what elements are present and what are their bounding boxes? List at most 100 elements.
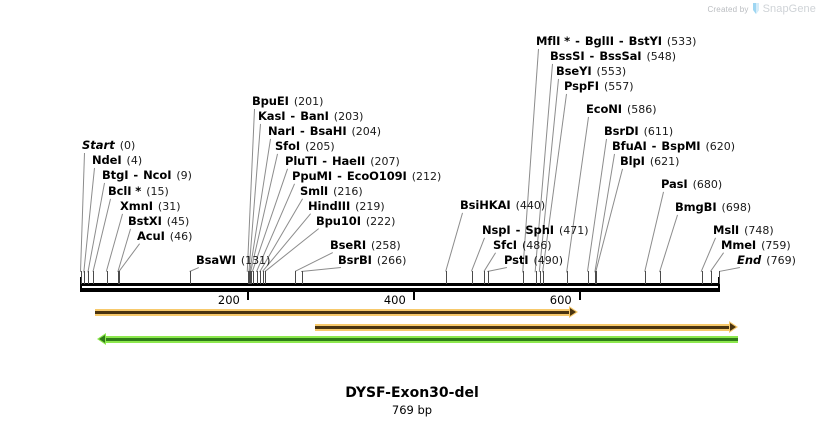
enzyme-label-kasi[interactable]: KasI - BanI (203) [258,109,363,123]
feature-arrow-feature-2[interactable] [315,321,738,333]
enzyme-name-separator: - [318,154,331,168]
enzyme-label-pspfi[interactable]: PspFI (557) [564,79,634,93]
enzyme-position: (548) [646,50,677,63]
enzyme-name: BsrDI [604,124,639,138]
ruler-bar-top [80,283,720,286]
enzyme-label-start[interactable]: Start (0) [82,139,135,152]
enzyme-label-nspi[interactable]: NspI - SphI (471) [482,224,589,237]
enzyme-label-btgi[interactable]: BtgI - NcoI (9) [102,168,192,182]
enzyme-position: (216) [333,185,363,198]
feature-arrow-head [569,306,578,318]
enzyme-label-bpuei[interactable]: BpuEI (201) [252,94,323,108]
enzyme-name: SmlI [300,184,329,198]
enzyme-label-bmgbi[interactable]: BmgBI (698) [675,200,752,214]
enzyme-label-bpu10i[interactable]: Bpu10I (222) [316,215,396,228]
enzyme-name-separator: - [614,34,628,48]
site-tick-bmgbi [660,271,662,284]
enzyme-label-xmni[interactable]: XmnI (31) [120,200,181,213]
feature-arrow-head-inner [570,308,576,316]
site-tick-hindiii [262,271,264,284]
snapgene-watermark: Created by SnapGene [707,3,816,15]
enzyme-position: (486) [521,239,552,252]
leader-line-bsawi [189,267,199,272]
enzyme-label-bsrbi[interactable]: BsrBI (266) [338,254,406,267]
watermark-brand-text: SnapGene [762,3,816,15]
leader-line-econi [566,116,589,272]
enzyme-position: (222) [365,215,396,228]
site-tick-bcli [93,271,95,284]
enzyme-position: (621) [649,155,680,168]
enzyme-label-ndei[interactable]: NdeI (4) [92,153,142,167]
enzyme-name: BstXI [128,214,162,228]
enzyme-name-separator: - [585,49,599,63]
enzyme-label-pasi[interactable]: PasI (680) [661,178,722,191]
site-tick-bsihkai [446,271,448,284]
enzyme-name: SfoI [275,139,301,153]
ruler-cap-left [80,277,82,292]
site-tick-smli [260,271,262,284]
enzyme-name: BstYI [628,34,662,48]
enzyme-label-bstxi[interactable]: BstXI (45) [128,214,189,228]
enzyme-name: BspMI [661,139,701,153]
enzyme-label-econi[interactable]: EcoNI (586) [586,102,657,116]
leader-line-bsrbi [301,267,341,272]
enzyme-name: EcoNI [586,102,622,116]
leader-line-pasi [644,191,664,272]
feature-arrow-feature-1[interactable] [95,306,578,318]
site-tick-bstxi [118,271,120,284]
site-tick-bpu10i [265,271,267,284]
enzyme-name: BseYI [556,64,592,78]
enzyme-label-bsssi[interactable]: BssSI - BssSaI (548) [550,49,677,63]
enzyme-label-ppumi[interactable]: PpuMI - EcoO109I (212) [292,170,441,183]
enzyme-label-mfli[interactable]: MflI * - BglII - BstYI (533) [536,34,696,48]
leader-line-nspi [470,237,485,272]
ruler-cap-right [718,277,720,292]
enzyme-name: AcuI [137,229,165,243]
feature-arrow-feature-3[interactable] [97,333,738,345]
enzyme-name: PspFI [564,79,599,93]
ruler-tick-label-200: 200 [217,293,240,307]
enzyme-position: (698) [721,201,752,214]
enzyme-label-bsrdi[interactable]: BsrDI (611) [604,124,673,138]
enzyme-name: End [737,253,762,267]
enzyme-label-sfci[interactable]: SfcI (486) [493,238,552,252]
enzyme-name: BtgI [102,168,129,182]
enzyme-position: (748) [744,224,774,237]
enzyme-label-bsihkai[interactable]: BsiHKAI (440) [460,198,545,212]
enzyme-name: BsiHKAI [460,198,511,212]
enzyme-position: (46) [169,230,193,243]
enzyme-label-bseyi[interactable]: BseYI (553) [556,64,626,78]
enzyme-position: (15) [146,185,169,198]
enzyme-label-smli[interactable]: SmlI (216) [300,184,363,198]
feature-arrow-body [315,324,730,331]
enzyme-label-hindiii[interactable]: HindIII (219) [308,200,385,213]
site-tick-end [719,271,720,284]
enzyme-name: KasI [258,109,286,123]
enzyme-label-pluti[interactable]: PluTI - HaeII (207) [285,154,400,168]
watermark-created-by-text: Created by [707,4,749,14]
enzyme-label-sfoi[interactable]: SfoI (205) [275,139,335,153]
enzyme-name: NdeI [92,153,122,167]
site-tick-acui [119,271,121,284]
enzyme-label-bfuai[interactable]: BfuAI - BspMI (620) [612,139,735,153]
enzyme-label-psti[interactable]: PstI (490) [504,254,563,267]
construct-title: DYSF-Exon30-del [345,385,479,401]
enzyme-name: BpuEI [252,94,289,108]
enzyme-label-bseri[interactable]: BseRI (258) [330,239,401,252]
enzyme-label-nari[interactable]: NarI - BsaHI (204) [268,124,381,138]
leader-line-bfuai [594,153,615,272]
enzyme-label-acui[interactable]: AcuI (46) [137,229,193,243]
ruler-tick-label-400: 400 [383,293,406,307]
enzyme-label-end[interactable]: End (769) [737,253,796,267]
enzyme-label-bsawi[interactable]: BsaWI (131) [196,254,270,267]
enzyme-label-msli[interactable]: MslI (748) [713,224,774,237]
enzyme-label-bcli[interactable]: BclI * (15) [108,185,169,198]
enzyme-name: SfcI [493,238,517,252]
enzyme-label-blpi[interactable]: BlpI (621) [620,155,680,168]
enzyme-label-mmei[interactable]: MmeI (759) [721,239,791,252]
enzyme-name: BmgBI [675,200,717,214]
site-tick-sfoi [251,271,253,284]
enzyme-name-separator: - [295,124,309,138]
leader-line-mmei [709,252,724,272]
